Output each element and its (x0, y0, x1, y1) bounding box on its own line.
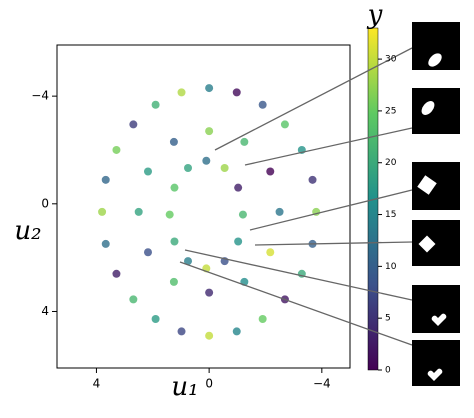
point (232, 88, 241, 97)
point (101, 239, 110, 248)
point (143, 248, 152, 257)
point (98, 207, 107, 216)
point (275, 207, 284, 216)
point (232, 327, 241, 336)
point (177, 88, 186, 97)
point (151, 100, 160, 109)
point (266, 248, 275, 257)
connectors (179, 47, 413, 346)
x-axis-label: u₁ (171, 372, 198, 402)
point (165, 210, 174, 219)
thumbnails (412, 22, 460, 386)
point (258, 315, 267, 324)
point (280, 120, 289, 129)
point (169, 137, 178, 146)
point (205, 127, 214, 136)
colorbar-tick-label: 20 (385, 158, 397, 168)
point (112, 145, 121, 154)
plot-frame (56, 44, 351, 369)
point (238, 210, 247, 219)
point (205, 84, 214, 93)
point (220, 164, 229, 173)
point (143, 167, 152, 176)
colorbar-label: y (367, 0, 383, 30)
point (112, 269, 121, 278)
point (177, 327, 186, 336)
y-axis-label: u₂ (14, 216, 41, 246)
point (134, 207, 143, 216)
point (151, 315, 160, 324)
point (129, 120, 138, 129)
colorbar-tick-label: 0 (385, 366, 391, 376)
point (266, 167, 275, 176)
point (234, 237, 243, 246)
point (169, 277, 178, 286)
point (240, 137, 249, 146)
colorbar-tick-label: 25 (385, 106, 396, 116)
point (234, 183, 243, 192)
point (258, 100, 267, 109)
x-tick-label: 0 (205, 377, 213, 391)
point (205, 288, 214, 297)
point (308, 175, 317, 184)
colorbar-tick-label: 5 (385, 314, 391, 324)
point (205, 331, 214, 340)
point (170, 183, 179, 192)
point (184, 257, 193, 266)
point (129, 295, 138, 304)
colorbar-tick-label: 10 (385, 262, 397, 272)
point (202, 156, 211, 165)
point (184, 164, 193, 173)
colorbar-tick-label: 15 (385, 210, 396, 220)
point (101, 175, 110, 184)
y-tick-label: 0 (41, 196, 49, 210)
y-tick-label: −4 (31, 89, 49, 103)
colorbar-tick-label: 30 (385, 55, 397, 65)
x-tick-label: −4 (313, 377, 331, 391)
x-tick-label: 4 (93, 377, 101, 391)
y-tick-label: 4 (41, 304, 49, 318)
point (170, 237, 179, 246)
